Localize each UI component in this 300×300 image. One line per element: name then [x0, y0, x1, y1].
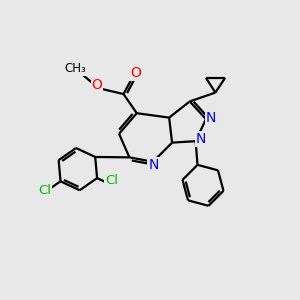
Text: N: N — [206, 111, 216, 124]
Text: N: N — [196, 132, 206, 146]
Text: CH₃: CH₃ — [64, 62, 86, 75]
Text: O: O — [130, 66, 141, 80]
Text: O: O — [92, 78, 102, 92]
Text: Cl: Cl — [105, 174, 118, 187]
Text: Cl: Cl — [38, 184, 51, 197]
Text: N: N — [148, 158, 159, 172]
